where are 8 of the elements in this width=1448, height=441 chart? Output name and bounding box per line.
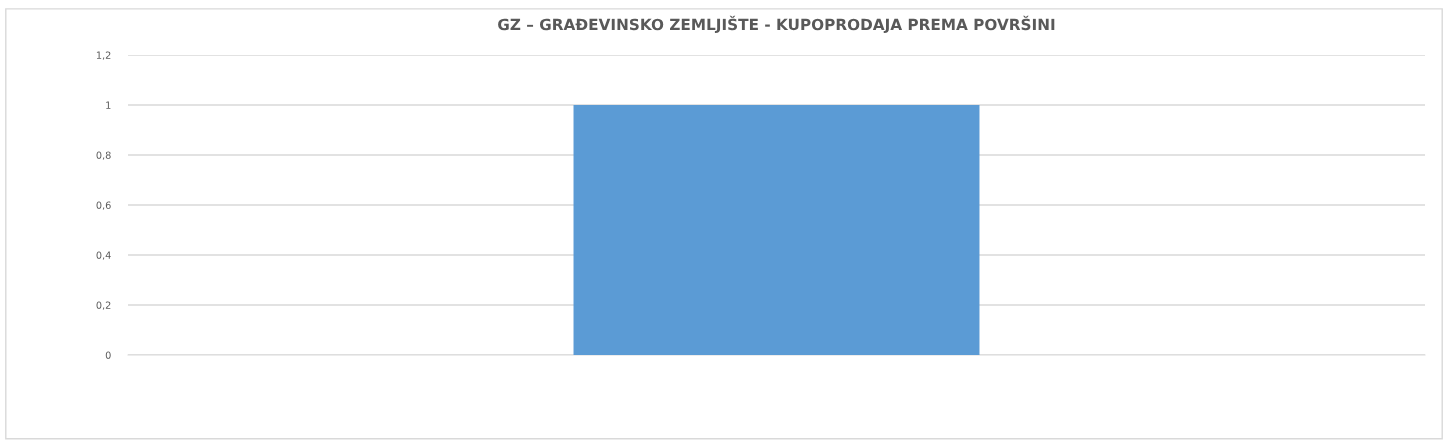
y-tick-label: 0,2 — [96, 301, 111, 310]
y-tick-label: 0,8 — [96, 151, 111, 160]
y-tick-label: 1 — [106, 101, 111, 109]
chart-title: GZ – GRAĐEVINSKO ZEMLJIŠTE - KUPOPRODAJA PREMA POVRŠINI — [498, 15, 1055, 34]
y-tick-label: 0,6 — [96, 201, 111, 210]
y-tick-label: 0 — [105, 351, 111, 359]
y-tick-label: 1,2 — [96, 51, 111, 60]
y-tick-label: 0,4 — [96, 251, 111, 260]
